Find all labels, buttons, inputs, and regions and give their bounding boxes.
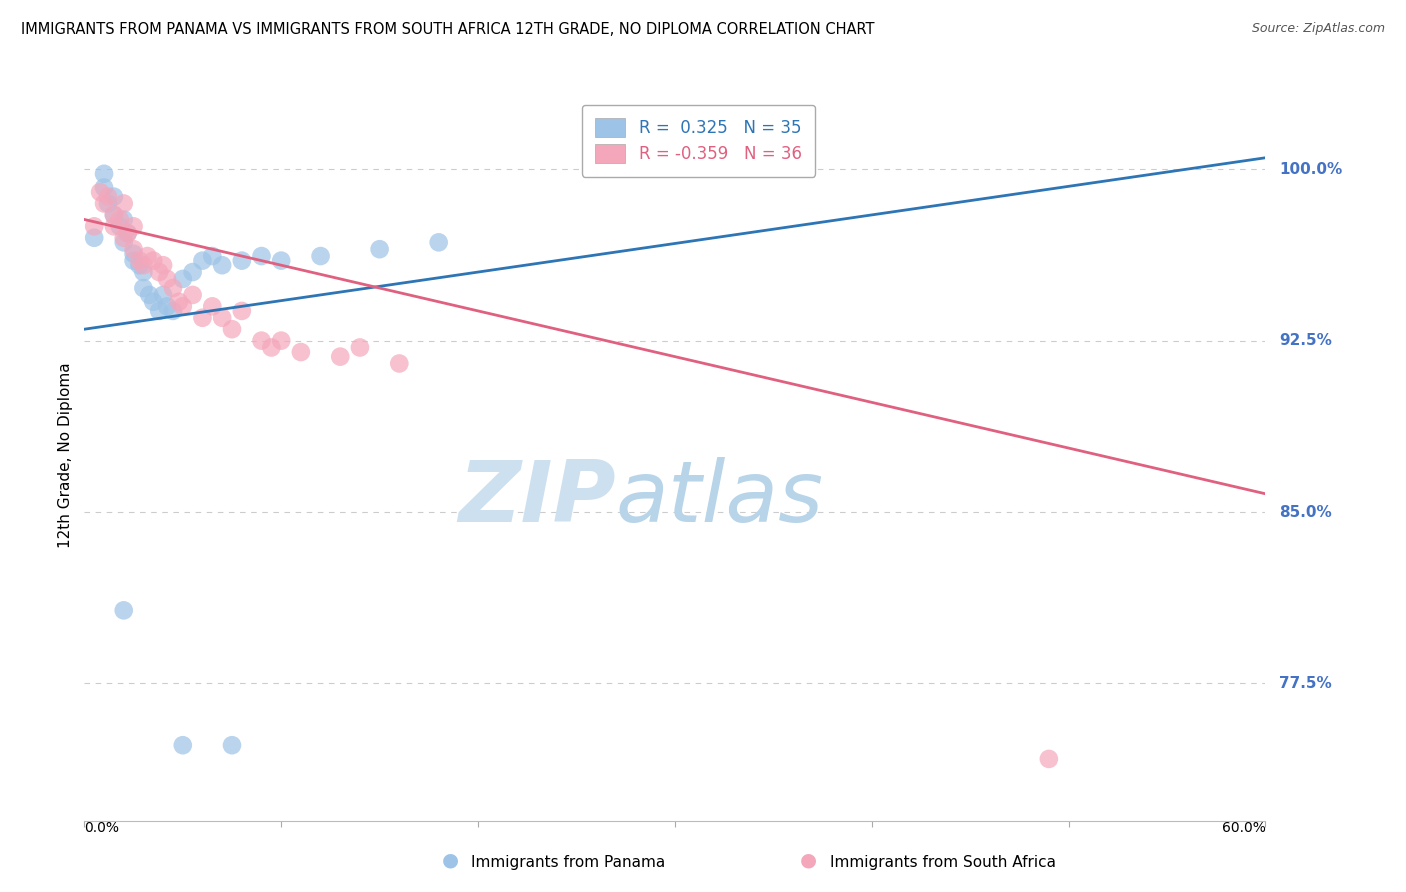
Point	[97, 189, 120, 203]
Point	[108, 212, 131, 227]
Text: 60.0%: 60.0%	[1222, 821, 1265, 835]
Point	[112, 603, 135, 617]
Point	[83, 219, 105, 234]
Point	[93, 180, 115, 194]
Point	[172, 738, 194, 752]
Text: ●: ●	[441, 851, 458, 870]
Point	[181, 265, 204, 279]
Point	[1038, 752, 1060, 766]
Point	[250, 249, 273, 263]
Legend: R =  0.325   N = 35, R = -0.359   N = 36: R = 0.325 N = 35, R = -0.359 N = 36	[582, 105, 815, 177]
Point	[93, 196, 115, 211]
Point	[309, 249, 332, 263]
Text: 85.0%: 85.0%	[1279, 505, 1333, 519]
Point	[83, 231, 105, 245]
Point	[122, 253, 145, 268]
Point	[148, 304, 170, 318]
Point	[181, 288, 204, 302]
Point	[128, 258, 150, 272]
Point	[89, 185, 111, 199]
Point	[349, 341, 371, 355]
Point	[152, 258, 174, 272]
Point	[290, 345, 312, 359]
Text: ●: ●	[800, 851, 817, 870]
Point	[191, 253, 214, 268]
Point	[211, 310, 233, 325]
Point	[112, 212, 135, 227]
Point	[117, 226, 139, 240]
Point	[270, 334, 292, 348]
Point	[167, 294, 190, 309]
Point	[108, 219, 131, 234]
Point	[388, 356, 411, 370]
Point	[93, 167, 115, 181]
Point	[211, 258, 233, 272]
Point	[132, 281, 155, 295]
Text: 92.5%: 92.5%	[1279, 333, 1333, 348]
Point	[427, 235, 450, 250]
Point	[231, 253, 253, 268]
Point	[250, 334, 273, 348]
Point	[136, 249, 159, 263]
Point	[260, 341, 283, 355]
Point	[156, 272, 179, 286]
Point	[112, 196, 135, 211]
Point	[103, 208, 125, 222]
Point	[117, 226, 139, 240]
Point	[162, 281, 184, 295]
Point	[201, 249, 224, 263]
Point	[221, 322, 243, 336]
Point	[270, 253, 292, 268]
Text: 0.0%: 0.0%	[84, 821, 120, 835]
Point	[122, 242, 145, 256]
Point	[103, 208, 125, 222]
Point	[148, 265, 170, 279]
Point	[172, 299, 194, 313]
Text: atlas: atlas	[616, 458, 824, 541]
Text: Immigrants from South Africa: Immigrants from South Africa	[830, 855, 1056, 870]
Point	[103, 189, 125, 203]
Point	[103, 219, 125, 234]
Point	[112, 235, 135, 250]
Point	[122, 219, 145, 234]
Point	[172, 272, 194, 286]
Text: 100.0%: 100.0%	[1279, 161, 1343, 177]
Point	[142, 294, 165, 309]
Point	[221, 738, 243, 752]
Point	[156, 299, 179, 313]
Point	[201, 299, 224, 313]
Point	[191, 310, 214, 325]
Point	[122, 247, 145, 261]
Text: Source: ZipAtlas.com: Source: ZipAtlas.com	[1251, 22, 1385, 36]
Point	[162, 304, 184, 318]
Point	[329, 350, 352, 364]
Point	[132, 265, 155, 279]
Text: Immigrants from Panama: Immigrants from Panama	[471, 855, 665, 870]
Point	[231, 304, 253, 318]
Text: 77.5%: 77.5%	[1279, 676, 1333, 691]
Point	[142, 253, 165, 268]
Text: IMMIGRANTS FROM PANAMA VS IMMIGRANTS FROM SOUTH AFRICA 12TH GRADE, NO DIPLOMA CO: IMMIGRANTS FROM PANAMA VS IMMIGRANTS FRO…	[21, 22, 875, 37]
Point	[112, 231, 135, 245]
Point	[97, 196, 120, 211]
Point	[368, 242, 391, 256]
Text: ZIP: ZIP	[458, 458, 616, 541]
Point	[138, 288, 160, 302]
Point	[152, 288, 174, 302]
Y-axis label: 12th Grade, No Diploma: 12th Grade, No Diploma	[58, 362, 73, 548]
Point	[128, 253, 150, 268]
Point	[132, 258, 155, 272]
